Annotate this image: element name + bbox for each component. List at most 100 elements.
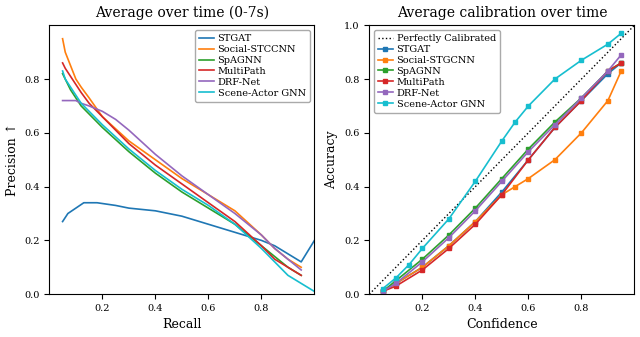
SpAGNN	[72, 96, 80, 100]
Social-STGCNN	[392, 281, 400, 285]
MultiPath	[59, 61, 67, 65]
DRF-Net	[112, 117, 120, 121]
Social-STGCNN	[498, 193, 506, 197]
SpAGNN	[379, 289, 387, 294]
Scene-Actor GNN	[85, 109, 93, 113]
Line: Scene-Actor GNN: Scene-Actor GNN	[63, 71, 314, 292]
STGAT	[618, 61, 625, 65]
Scene-Actor GNN	[205, 204, 212, 208]
Social-STGCNN	[472, 219, 479, 223]
Social-STGCNN	[604, 98, 612, 102]
Social-STGCNN	[618, 69, 625, 73]
DRF-Net	[419, 260, 426, 264]
Perfectly Calibrated	[365, 292, 373, 296]
Scene-Actor GNN	[59, 69, 67, 73]
MultiPath	[99, 115, 106, 119]
MultiPath	[379, 289, 387, 294]
SpAGNN	[257, 244, 265, 248]
Scene-Actor GNN	[405, 263, 413, 267]
Social-STCCNN	[125, 139, 132, 143]
DRF-Net	[205, 193, 212, 197]
STGAT	[178, 214, 186, 218]
DRF-Net	[61, 98, 69, 102]
MultiPath	[178, 182, 186, 186]
MultiPath	[604, 69, 612, 73]
SpAGNN	[298, 273, 305, 277]
Line: Perfectly Calibrated: Perfectly Calibrated	[369, 25, 634, 294]
Social-STCCNN	[152, 158, 159, 162]
MultiPath	[271, 257, 278, 261]
Line: DRF-Net: DRF-Net	[381, 53, 623, 293]
SpAGNN	[85, 112, 93, 116]
STGAT	[80, 201, 88, 205]
MultiPath	[551, 125, 559, 129]
STGAT	[59, 219, 67, 223]
DRF-Net	[525, 150, 532, 154]
STGAT	[310, 238, 318, 242]
SpAGNN	[77, 104, 85, 108]
SpAGNN	[618, 61, 625, 65]
SpAGNN	[152, 171, 159, 175]
Line: DRF-Net: DRF-Net	[63, 100, 301, 270]
Scene-Actor GNN	[298, 281, 305, 285]
DRF-Net	[618, 53, 625, 57]
MultiPath	[85, 101, 93, 105]
Social-STCCNN	[61, 50, 69, 54]
Title: Average calibration over time: Average calibration over time	[397, 6, 607, 20]
Social-STGCNN	[511, 185, 519, 189]
X-axis label: Confidence: Confidence	[466, 318, 538, 332]
Line: Scene-Actor GNN: Scene-Actor GNN	[381, 32, 623, 290]
Social-STCCNN	[77, 85, 85, 89]
Scene-Actor GNN	[271, 260, 278, 264]
Social-STGCNN	[525, 177, 532, 181]
STGAT	[112, 204, 120, 208]
Scene-Actor GNN	[257, 246, 265, 250]
STGAT	[152, 209, 159, 213]
SpAGNN	[271, 254, 278, 258]
STGAT	[284, 252, 292, 256]
DRF-Net	[257, 233, 265, 237]
SpAGNN	[392, 279, 400, 283]
DRF-Net	[498, 179, 506, 183]
MultiPath	[392, 284, 400, 288]
Line: MultiPath: MultiPath	[381, 61, 623, 293]
SpAGNN	[604, 69, 612, 73]
DRF-Net	[125, 128, 132, 132]
Perfectly Calibrated	[525, 131, 532, 135]
STGAT	[205, 222, 212, 226]
MultiPath	[205, 201, 212, 205]
Scene-Actor GNN	[152, 168, 159, 173]
MultiPath	[618, 61, 625, 65]
MultiPath	[298, 273, 305, 277]
Social-STCCNN	[72, 77, 80, 81]
Social-STCCNN	[85, 96, 93, 100]
Social-STCCNN	[298, 265, 305, 269]
MultiPath	[472, 222, 479, 226]
MultiPath	[284, 265, 292, 269]
SpAGNN	[419, 257, 426, 261]
DRF-Net	[298, 268, 305, 272]
STGAT	[72, 206, 80, 210]
SpAGNN	[61, 77, 69, 81]
Scene-Actor GNN	[419, 246, 426, 250]
Perfectly Calibrated	[630, 23, 638, 27]
DRF-Net	[577, 96, 585, 100]
Line: Social-STCCNN: Social-STCCNN	[63, 39, 301, 267]
DRF-Net	[392, 281, 400, 285]
Y-axis label: Accuracy: Accuracy	[326, 130, 339, 189]
MultiPath	[61, 66, 69, 70]
Social-STCCNN	[99, 115, 106, 119]
DRF-Net	[178, 174, 186, 178]
STGAT	[577, 98, 585, 102]
Y-axis label: Precision ↑: Precision ↑	[6, 123, 19, 196]
DRF-Net	[99, 109, 106, 113]
SpAGNN	[445, 233, 452, 237]
STGAT	[298, 260, 305, 264]
Scene-Actor GNN	[551, 77, 559, 81]
MultiPath	[152, 163, 159, 167]
MultiPath	[419, 268, 426, 272]
Perfectly Calibrated	[604, 50, 612, 54]
STGAT	[604, 72, 612, 76]
DRF-Net	[472, 209, 479, 213]
Social-STCCNN	[59, 37, 67, 41]
